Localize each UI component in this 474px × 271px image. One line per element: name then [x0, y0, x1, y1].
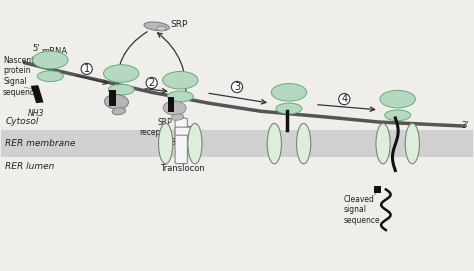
Text: Cytosol: Cytosol [5, 117, 39, 126]
Ellipse shape [158, 123, 173, 164]
Ellipse shape [297, 123, 311, 164]
Ellipse shape [271, 83, 307, 101]
Ellipse shape [163, 72, 198, 89]
Ellipse shape [156, 26, 166, 31]
Ellipse shape [163, 101, 186, 115]
Ellipse shape [405, 123, 419, 164]
Ellipse shape [376, 123, 390, 164]
Text: 1: 1 [83, 64, 90, 74]
Text: β: β [170, 138, 175, 147]
Bar [31, 85, 44, 103]
Text: NH3: NH3 [28, 109, 45, 118]
Text: Nascent
protein: Nascent protein [3, 56, 41, 75]
Ellipse shape [105, 95, 128, 109]
Bar [168, 97, 174, 112]
Text: 2: 2 [148, 78, 155, 88]
Text: 3’: 3’ [462, 121, 469, 130]
Ellipse shape [380, 90, 415, 108]
Text: Cleaved
signal
sequence: Cleaved signal sequence [343, 195, 380, 225]
Text: Translocon: Translocon [160, 164, 205, 173]
Text: 3: 3 [234, 82, 240, 92]
Text: 5': 5' [32, 44, 40, 53]
Ellipse shape [37, 71, 64, 82]
Ellipse shape [385, 110, 410, 121]
Bar [0, 130, 474, 157]
Text: 4: 4 [341, 94, 347, 104]
Text: RER membrane: RER membrane [5, 139, 76, 148]
Ellipse shape [108, 84, 134, 95]
Text: RER lumen: RER lumen [5, 162, 55, 171]
Ellipse shape [33, 51, 68, 69]
Text: α: α [185, 124, 191, 133]
Bar [374, 186, 381, 193]
Text: mRNA: mRNA [41, 47, 67, 56]
Ellipse shape [103, 65, 139, 82]
FancyBboxPatch shape [175, 127, 198, 135]
Ellipse shape [276, 103, 302, 114]
Text: Signal
sequence: Signal sequence [3, 77, 40, 97]
Ellipse shape [267, 123, 282, 164]
Text: SRP
receptor: SRP receptor [139, 118, 172, 137]
FancyBboxPatch shape [175, 118, 187, 163]
Ellipse shape [144, 22, 169, 31]
Ellipse shape [167, 91, 193, 102]
Ellipse shape [112, 108, 126, 115]
Ellipse shape [188, 123, 202, 164]
Text: SRP: SRP [170, 20, 187, 30]
Bar [109, 90, 116, 106]
Ellipse shape [171, 114, 184, 120]
